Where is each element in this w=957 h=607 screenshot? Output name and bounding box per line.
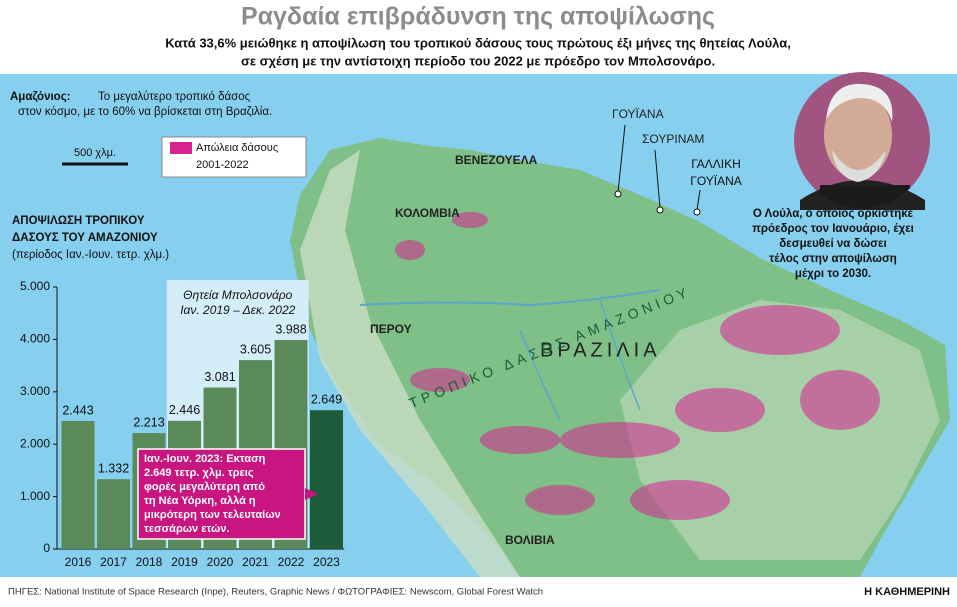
sources: ΠΗΓΕΣ: National Institute of Space Resea… — [8, 587, 543, 598]
annotation-line: τεσσάρων ετών. — [144, 523, 230, 535]
bar — [310, 410, 343, 549]
annotation-line: φορές μεγαλύτερη από — [144, 481, 265, 493]
y-tick-label: 2.000 — [20, 436, 50, 450]
x-tick-label: 2016 — [65, 555, 92, 569]
country-label: ΓΟΥΪΑΝΑ — [612, 107, 664, 121]
country-label: ΚΟΛΟΜΒΙΑ — [395, 206, 460, 220]
caption-line: πρόεδρος τον Ιανουάριο, έχει — [752, 223, 914, 235]
country-label: ΒΟΛΙΒΙΑ — [505, 533, 555, 547]
value-label: 3.988 — [275, 322, 306, 336]
x-tick-label: 2020 — [207, 555, 234, 569]
photo-caption: Ο Λούλα, ο οποίος ορκίστηκε πρόεδρος τον … — [752, 208, 914, 280]
highlight-label: Θητεία Μπολσονάρο — [183, 288, 293, 302]
y-tick-label: 4.000 — [20, 332, 50, 346]
value-label: 2.446 — [169, 403, 200, 417]
caption-line: Ο Λούλα, ο οποίος ορκίστηκε — [753, 208, 914, 220]
highlight-label: Ιαν. 2019 – Δεκ. 2022 — [180, 303, 295, 317]
title: Ραγδαία επιβράδυνση της αποψίλωσης — [241, 3, 715, 31]
x-tick-label: 2022 — [278, 555, 305, 569]
legend-swatch — [170, 142, 192, 154]
caption-line: δεσμευθεί να δώσει — [779, 238, 886, 250]
annotation-pointer — [305, 488, 318, 500]
chart-title: ΑΠΟΨΙΛΩΣΗ ΤΡΟΠΙΚΟΥ — [12, 215, 145, 227]
value-label: 2.213 — [133, 415, 164, 429]
annotation-line: τη Νέα Υόρκη, αλλά η — [144, 495, 256, 507]
country-label: ΣΟΥΡΙΝΑΜ — [642, 132, 704, 146]
legend-label: 2001-2022 — [196, 159, 249, 171]
caption-line: τέλος στην αποψίλωση — [769, 253, 897, 265]
y-tick-label: 5.000 — [20, 279, 50, 293]
country-label: ΓΑΛΛΙΚΗ — [691, 157, 741, 171]
country-label: ΓΟΥΪΑΝΑ — [690, 174, 742, 188]
country-label: ΒΕΝΕΖΟΥΕΛΑ — [455, 153, 538, 167]
annotation-line: μικρότερη των τελευταίων — [144, 509, 281, 521]
legend-label: Απώλεια δάσους — [196, 142, 278, 154]
bar-chart: ΑΠΟΨΙΛΩΣΗ ΤΡΟΠΙΚΟΥ ΔΑΣΟΥΣ ΤΟΥ ΑΜΑΖΟΝΙΟΥ … — [12, 215, 345, 569]
country-label: ΒΡΑΖΙΛΙΑ — [540, 339, 661, 361]
map-intro: στον κόσμο, με το 60% να βρίσκεται στη Β… — [18, 106, 272, 118]
x-tick-label: 2023 — [313, 555, 340, 569]
value-label: 1.332 — [98, 462, 129, 476]
map-intro: Το μεγαλύτερο τροπικό δάσος — [98, 91, 251, 103]
value-label: 3.081 — [204, 370, 235, 384]
annotation-box — [137, 448, 306, 540]
country-label: ΠΕΡΟΥ — [370, 322, 412, 336]
annotation-line: Ιαν.-Ιουν. 2023: Εκταση — [144, 453, 266, 465]
chart-subtitle: (περίοδος Ιαν.-Ιουν. τετρ. χλμ.) — [12, 249, 169, 261]
photo — [794, 72, 930, 210]
x-tick-label: 2017 — [100, 555, 127, 569]
annotation-line: 2.649 τετρ. χλμ. τρεις — [144, 467, 254, 479]
value-label: 3.605 — [240, 342, 271, 356]
x-tick-label: 2018 — [136, 555, 163, 569]
map-scale: 500 χλμ. — [74, 147, 116, 159]
x-tick-label: 2021 — [242, 555, 269, 569]
y-tick-label: 1.000 — [20, 489, 50, 503]
bar — [61, 420, 95, 549]
chart-title: ΔΑΣΟΥΣ ΤΟΥ ΑΜΑΖΟΝΙΟΥ — [12, 232, 158, 244]
bar — [97, 479, 130, 549]
y-tick-label: 3.000 — [20, 384, 50, 398]
x-tick-label: 2019 — [171, 555, 198, 569]
y-tick-label: 0 — [43, 541, 50, 555]
value-label: 2.443 — [62, 403, 93, 417]
subtitle: Κατά 33,6% μειώθηκε η αποψίλωση του τροπ… — [165, 35, 791, 50]
caption-line: μέχρι το 2030. — [795, 268, 871, 280]
subtitle: σε σχέση με την αντίστοιχη περίοδο του 2… — [241, 53, 715, 68]
brand: Η ΚΑΘΗΜΕΡΙΝΗ — [864, 586, 950, 598]
value-label: 2.649 — [311, 392, 342, 406]
map-intro-label: Αμαζόνιος: — [10, 91, 71, 103]
